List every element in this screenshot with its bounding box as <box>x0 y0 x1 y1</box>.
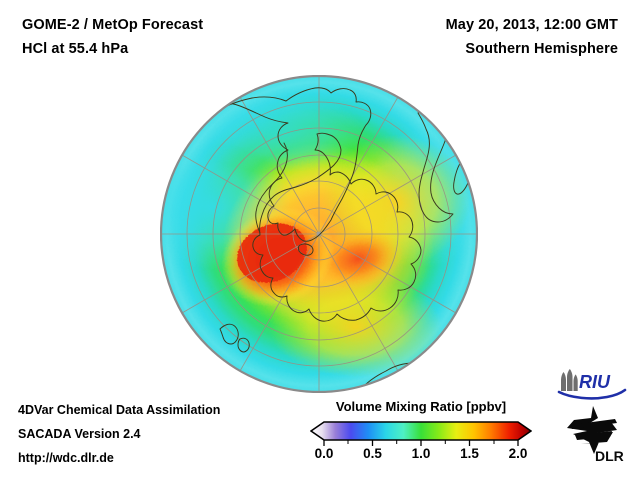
footer-line-2: SACADA Version 2.4 <box>18 427 141 441</box>
riu-swoosh-icon <box>557 388 627 400</box>
riu-logo: RIU <box>557 369 627 400</box>
coastline-tasmania <box>404 383 416 392</box>
globe-svg <box>160 75 478 393</box>
dlr-mark-icon <box>567 406 617 454</box>
colorbar-tick-3: 1.5 <box>460 446 479 461</box>
coastline-new-zealand <box>219 323 250 353</box>
colorbar-gradient <box>310 421 532 441</box>
footer-line-1: 4DVar Chemical Data Assimilation <box>18 403 221 417</box>
page-title: GOME‑2 / MetOp Forecast <box>22 17 204 33</box>
dlr-logo: DLR <box>567 406 624 464</box>
colorbar-tick-4: 2.0 <box>508 446 528 461</box>
page-subtitle: HCl at 55.4 hPa <box>22 41 129 57</box>
colorbar-tick-2: 1.0 <box>411 446 431 461</box>
riu-towers-icon <box>561 369 578 391</box>
colorbar: Volume Mixing Ratio [ppbv] <box>310 399 532 469</box>
riu-wordmark: RIU <box>579 372 611 392</box>
coastline-tierra-del-fuego <box>297 243 314 256</box>
region-label: Southern Hemisphere <box>465 41 618 57</box>
data-field <box>161 76 477 392</box>
field-primary-max-core <box>237 223 307 283</box>
field-low-lobe-north <box>196 93 364 173</box>
colorbar-tick-1: 0.5 <box>363 446 382 461</box>
colorbar-title: Volume Mixing Ratio [ppbv] <box>335 399 507 414</box>
footer-url[interactable]: http://wdc.dlr.de <box>18 451 114 465</box>
south-pole-marker <box>316 231 322 237</box>
globe-map <box>160 75 478 393</box>
colorbar-tick-0: 0.0 <box>314 446 334 461</box>
colorbar-ticks <box>323 440 519 446</box>
coastline-antarctica <box>252 132 422 322</box>
coastline-antarctic-peninsula <box>255 142 288 234</box>
field-yellow-tongue-south <box>270 277 442 377</box>
globe-limb <box>160 75 478 393</box>
timestamp-label: May 20, 2013, 12:00 GMT <box>445 17 618 33</box>
coastline-south-america <box>203 87 372 242</box>
dlr-wordmark: DLR <box>595 448 624 464</box>
